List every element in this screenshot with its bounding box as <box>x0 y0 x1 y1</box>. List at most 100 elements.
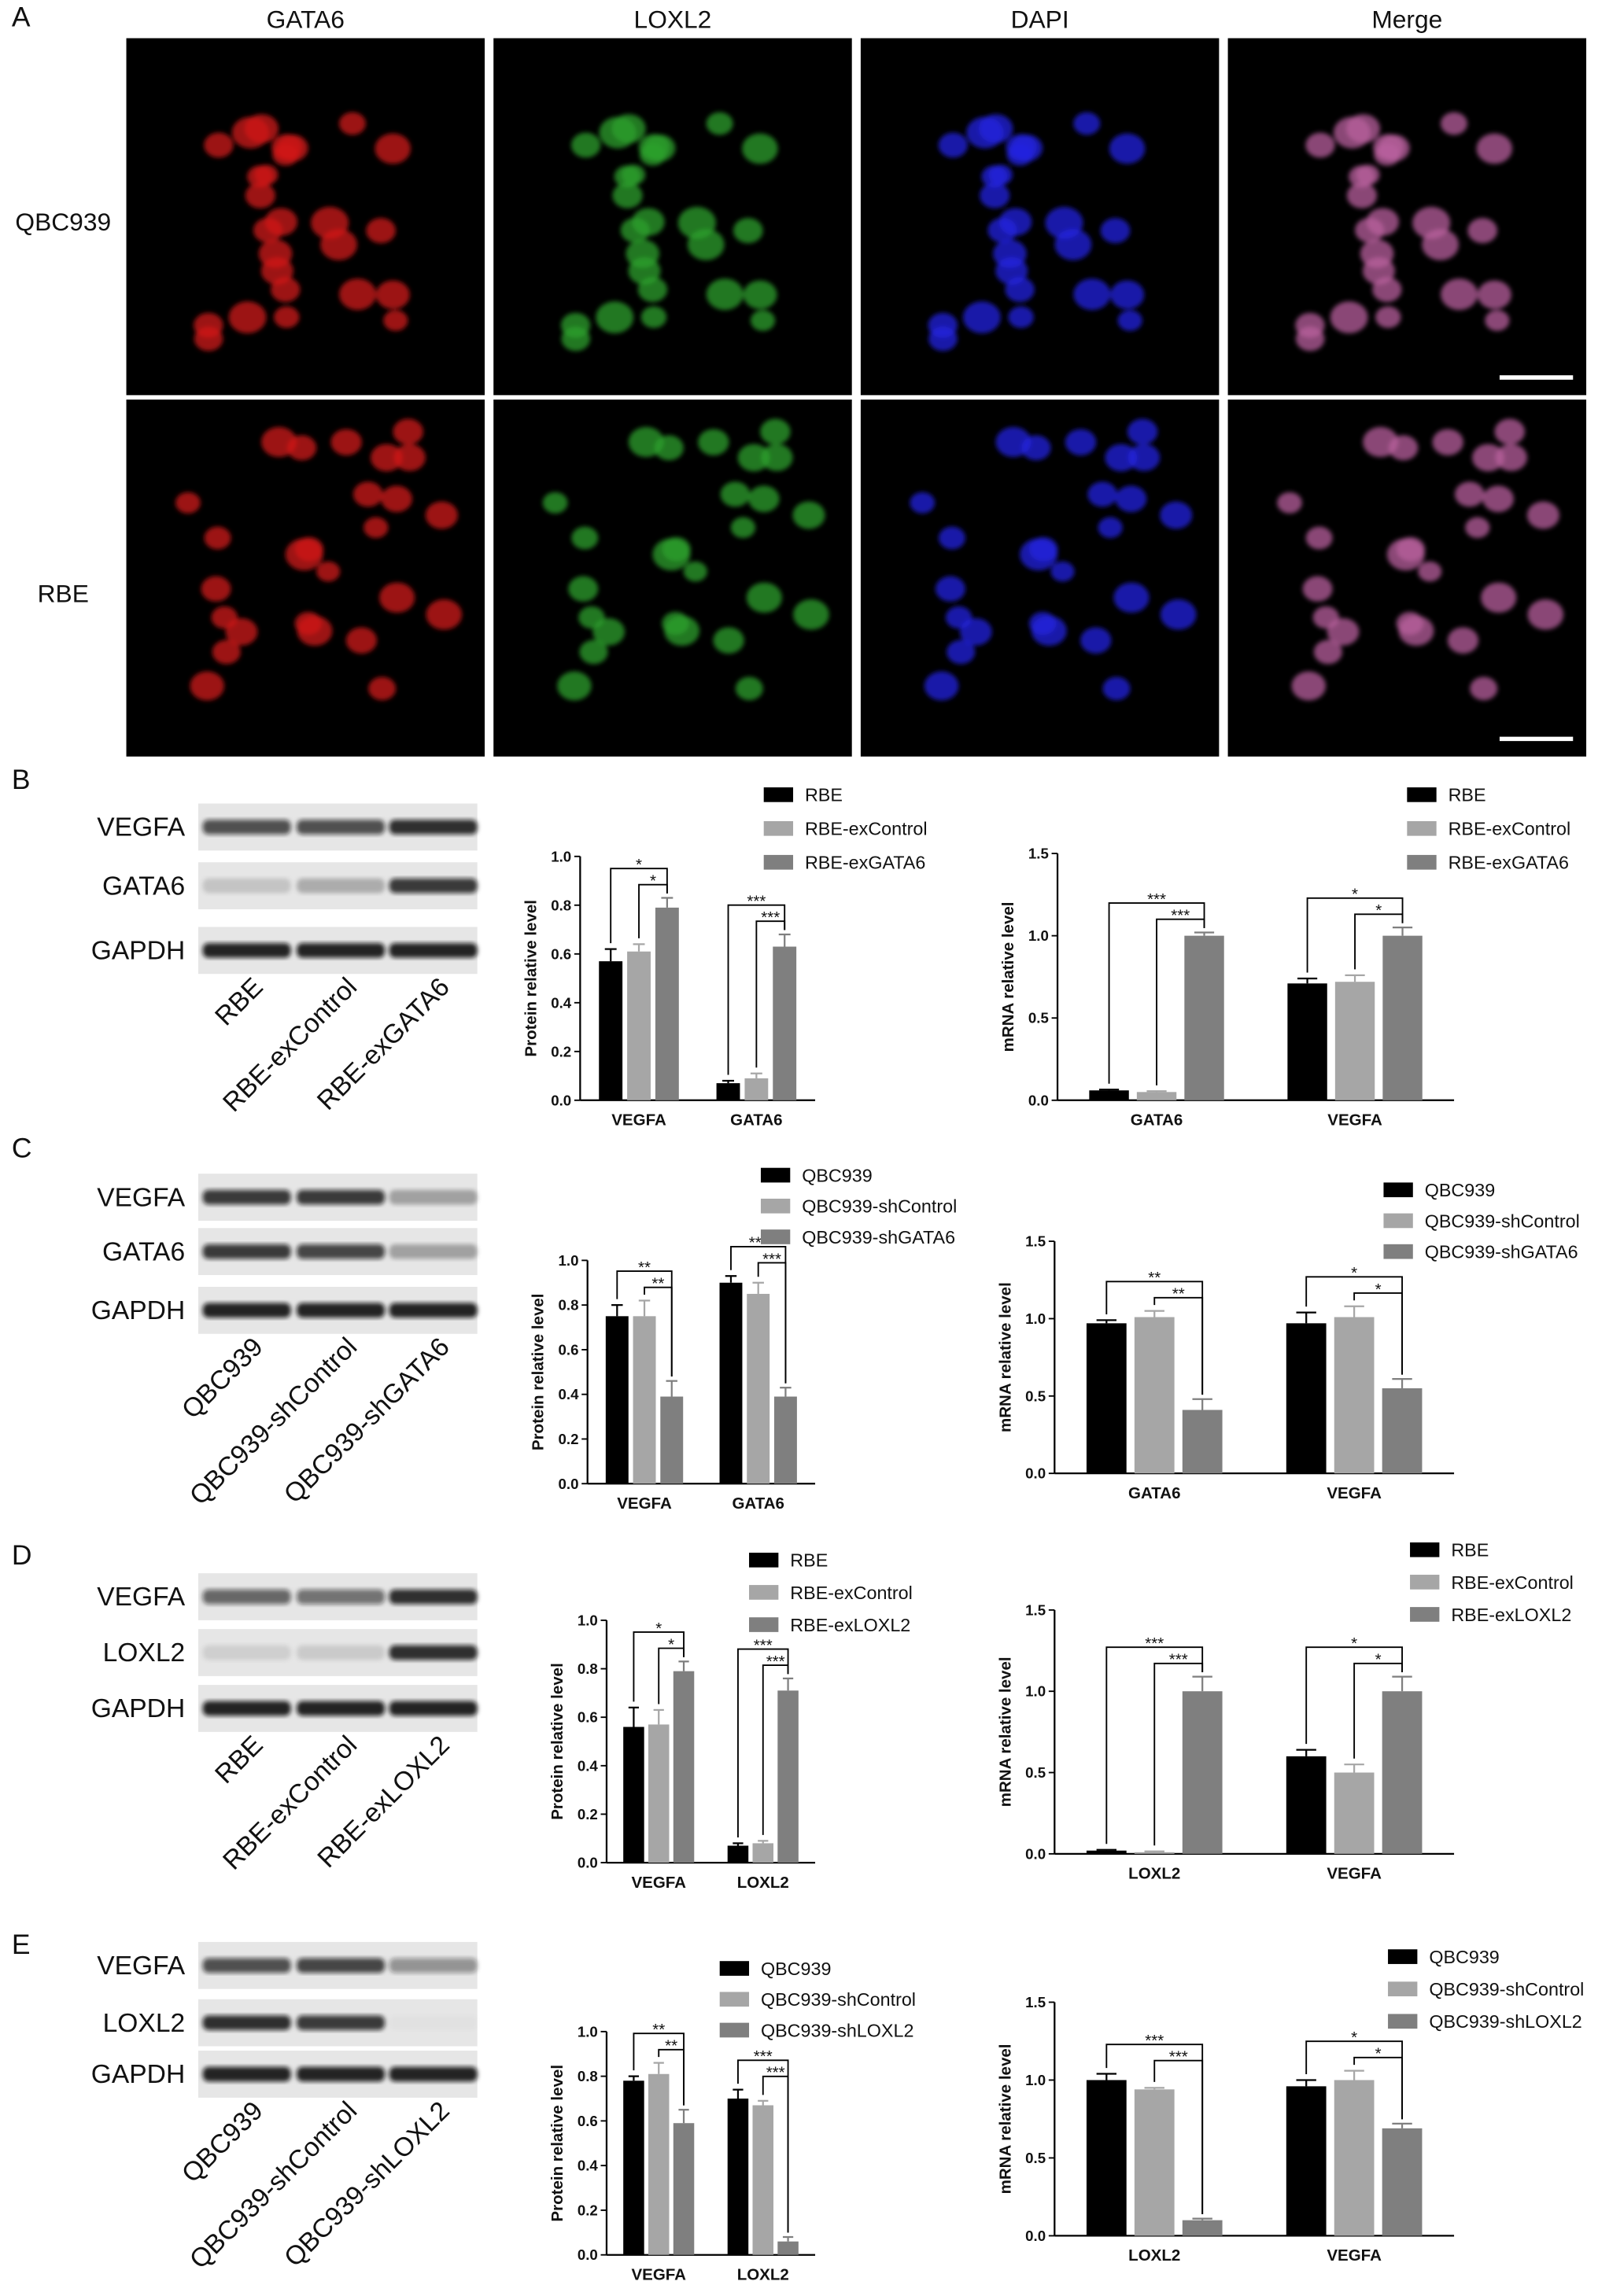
cell <box>662 611 689 636</box>
significance-label: ** <box>652 2021 665 2039</box>
bracket <box>1156 918 1205 1085</box>
significance-bracket <box>1108 902 1205 1084</box>
cell <box>1330 301 1368 334</box>
y-tick-label: 1.0 <box>578 2023 598 2040</box>
bracket <box>1153 1662 1204 1846</box>
cell <box>381 485 412 513</box>
cell <box>611 114 646 143</box>
legend-swatch <box>719 1992 750 2007</box>
legend-label: RBE-exControl <box>805 819 928 839</box>
lane-label: RBE <box>210 972 269 1031</box>
y-tick-label: 0.0 <box>578 1855 598 1871</box>
legend-label: RBE-exControl <box>1449 819 1571 839</box>
cell <box>1028 536 1058 562</box>
band <box>297 1645 386 1660</box>
cell <box>1008 306 1034 329</box>
bracket <box>658 1647 685 1704</box>
cell <box>272 143 299 166</box>
cell <box>1117 310 1142 331</box>
x-tick-label: VEGFA <box>631 1874 686 1892</box>
cell <box>311 206 349 239</box>
significance-label: *** <box>762 1250 781 1268</box>
significance-bracket <box>755 920 786 1068</box>
cell <box>980 182 1010 208</box>
cell <box>1005 277 1035 303</box>
significance-bracket <box>638 883 668 938</box>
cells <box>560 112 778 352</box>
bar <box>1286 1323 1327 1474</box>
error-bar <box>733 1842 744 1846</box>
significance-bracket <box>1354 913 1404 970</box>
y-axis-label: Protein relative level <box>522 900 540 1057</box>
blot-row-label: VEGFA <box>97 1951 186 1981</box>
bands <box>202 942 478 958</box>
error-bar <box>1144 2087 1164 2090</box>
bar <box>599 961 623 1100</box>
y-tick-label: 0.4 <box>559 1386 580 1402</box>
y-tick-label: 0.2 <box>551 1043 571 1060</box>
bar <box>777 1690 799 1863</box>
y-tick-label: 0.0 <box>1025 1845 1046 1862</box>
lane-label: QBC939-shControl <box>184 1332 363 1511</box>
bracket <box>1353 1292 1403 1375</box>
cell <box>1454 481 1485 507</box>
significance-bracket <box>762 2075 789 2233</box>
band <box>389 1645 478 1660</box>
bands <box>202 1645 478 1660</box>
error-bar <box>725 1275 737 1283</box>
significance-label: * <box>650 872 656 890</box>
cell <box>935 576 965 602</box>
bar <box>752 1843 774 1863</box>
band <box>202 1645 291 1660</box>
error-bar <box>1296 1311 1316 1324</box>
bar <box>1182 1410 1223 1474</box>
cell <box>735 676 763 701</box>
y-tick-label: 0.2 <box>559 1431 579 1447</box>
bar <box>1286 1756 1327 1854</box>
legend-swatch <box>1383 1244 1413 1259</box>
cells <box>194 112 411 352</box>
cell <box>1305 132 1335 158</box>
cell <box>746 582 782 613</box>
legend-swatch <box>1383 1182 1413 1198</box>
legend-swatch <box>1410 1575 1440 1590</box>
legend-swatch <box>760 1229 791 1244</box>
significance-label: * <box>1375 2045 1382 2063</box>
y-tick-label: 0.6 <box>551 945 571 962</box>
significance-label: *** <box>766 2064 785 2082</box>
cell <box>1065 429 1097 455</box>
error-bar <box>733 2088 744 2099</box>
band <box>389 942 478 958</box>
cells <box>175 418 463 701</box>
band <box>389 1589 478 1605</box>
x-tick-label: VEGFA <box>1327 1865 1382 1883</box>
cell <box>1372 277 1402 303</box>
error-bar <box>1096 2073 1117 2080</box>
significance-label: ** <box>1148 1269 1161 1287</box>
x-tick-label: VEGFA <box>1327 1111 1382 1130</box>
bar <box>747 1293 770 1484</box>
cell <box>750 310 776 331</box>
y-tick-label: 1.5 <box>1025 1233 1046 1250</box>
significance-label: * <box>655 1620 662 1638</box>
significance-bracket <box>1153 1662 1204 1846</box>
cell <box>683 561 707 582</box>
significance-label: ** <box>665 2037 677 2055</box>
cell <box>286 435 317 461</box>
cell <box>963 301 1001 334</box>
micrograph <box>493 38 852 396</box>
cell <box>1467 218 1498 244</box>
band <box>297 942 386 958</box>
significance-label: * <box>668 1635 674 1653</box>
y-tick-label: 1.5 <box>1025 1994 1046 2010</box>
blot-row-label: LOXL2 <box>103 1638 186 1668</box>
cell <box>1110 280 1145 309</box>
x-tick-label: GATA6 <box>730 1111 782 1130</box>
band <box>297 1189 386 1205</box>
cell <box>596 301 634 334</box>
band <box>297 2066 386 2082</box>
band <box>297 878 386 894</box>
error-bar <box>1192 1398 1212 1410</box>
cell <box>426 599 463 630</box>
